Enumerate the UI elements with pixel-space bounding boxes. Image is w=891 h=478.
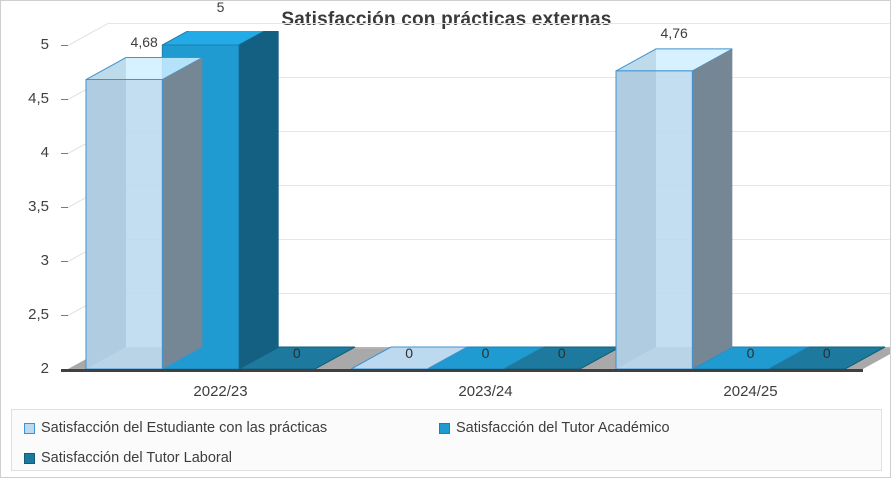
legend-swatch-icon bbox=[24, 452, 35, 464]
base-axis-line bbox=[68, 369, 863, 372]
legend-item[interactable]: Satisfacción del Estudiante con las prác… bbox=[24, 420, 327, 436]
bar-depth-edge bbox=[692, 346, 733, 370]
legend-item[interactable]: Satisfacción del Tutor Laboral bbox=[24, 450, 232, 466]
bar-value-label: 0 bbox=[481, 345, 490, 361]
bar-depth-edge bbox=[162, 346, 203, 370]
legend-label: Satisfacción del Estudiante con las prác… bbox=[41, 420, 328, 436]
y-axis-tick-label: 2 bbox=[40, 360, 49, 377]
y-axis-tick-mark bbox=[61, 369, 68, 372]
bar-front-face bbox=[85, 79, 163, 370]
bar-front-face bbox=[615, 70, 693, 370]
y-axis-tick-mark bbox=[61, 261, 68, 262]
gridline-back bbox=[108, 131, 890, 132]
y-axis-tick-mark bbox=[61, 315, 68, 316]
legend: Satisfacción del Estudiante con las prác… bbox=[11, 409, 882, 471]
gridline-back bbox=[108, 185, 890, 186]
y-axis-tick-label: 3 bbox=[40, 252, 49, 269]
y-axis-tick-mark bbox=[61, 153, 68, 154]
bar-value-label: 4,68 bbox=[130, 33, 158, 50]
plot-area: 5 4,5 4 3,5 3 2,5 2 0 5 4,68 0 0 0 0 0 4,76 bbox=[1, 1, 890, 386]
chart-title: Satisfacción con prácticas externas bbox=[281, 9, 612, 30]
gridline-back bbox=[108, 77, 890, 78]
y-axis-tick-mark bbox=[61, 207, 68, 208]
gridline-back bbox=[108, 23, 890, 24]
y-axis-tick-mark bbox=[61, 45, 68, 46]
gridline-back bbox=[108, 239, 890, 240]
y-axis-tick-label: 4,5 bbox=[28, 90, 49, 107]
legend-swatch-icon bbox=[24, 422, 35, 434]
legend-label: Satisfacción del Tutor Académico bbox=[456, 420, 670, 436]
y-axis-tick-label: 2,5 bbox=[28, 306, 49, 323]
bars-layer bbox=[85, 31, 886, 370]
y-axis-tick-label: 3,5 bbox=[28, 198, 49, 215]
bar-value-label: 0 bbox=[746, 345, 755, 361]
x-axis-category-label: 2023/24 bbox=[458, 383, 513, 400]
legend-label: Satisfacción del Tutor Laboral bbox=[41, 450, 233, 466]
x-axis-category-label: 2022/23 bbox=[193, 383, 248, 400]
y-axis-tick-mark bbox=[61, 99, 68, 100]
gridline-back bbox=[108, 293, 890, 294]
bar-value-label: 0 bbox=[822, 345, 831, 361]
bar-value-label: 0 bbox=[292, 345, 301, 361]
bar-right-face bbox=[162, 57, 203, 369]
y-axis-tick-label: 4 bbox=[40, 144, 49, 161]
x-axis-category-label: 2024/25 bbox=[723, 383, 778, 400]
y-axis-tick-label: 5 bbox=[40, 36, 49, 53]
bar-value-label: 4,76 bbox=[660, 24, 688, 41]
bar-value-label: 0 bbox=[557, 345, 566, 361]
legend-swatch-icon bbox=[439, 422, 450, 434]
bar-right-face bbox=[238, 31, 279, 369]
legend-item[interactable]: Satisfacción del Tutor Académico bbox=[439, 420, 670, 436]
bar-value-label: 0 bbox=[405, 345, 414, 361]
bar-right-face bbox=[692, 48, 733, 370]
bar-value-label: 5 bbox=[216, 0, 225, 15]
